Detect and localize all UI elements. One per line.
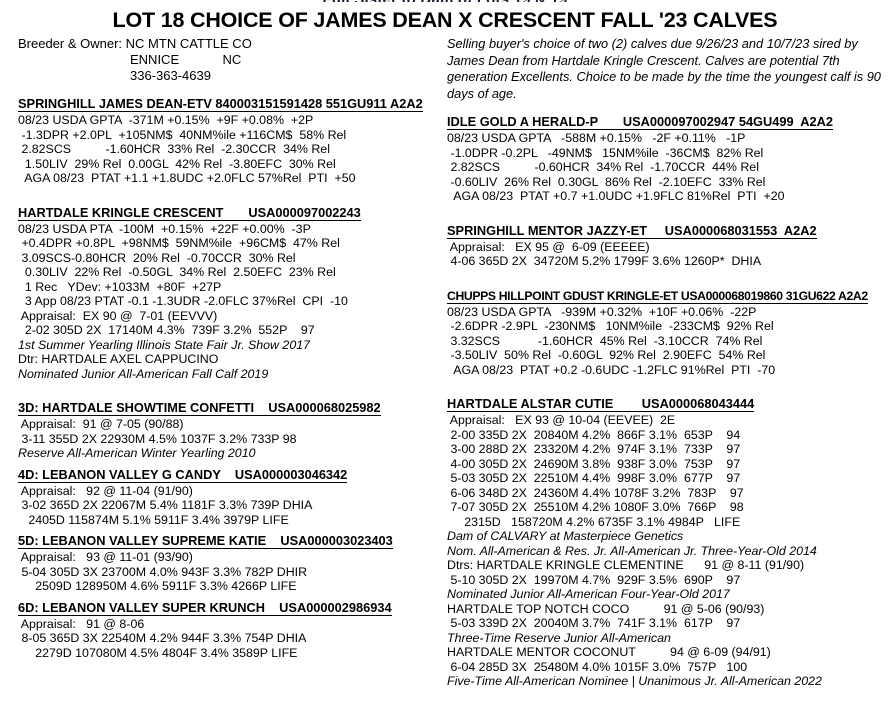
data-line: 3-00 288D 2X 23320M 4.2% 974F 3.1% 733P … <box>447 442 741 456</box>
section-spacer <box>447 204 887 224</box>
data-line: 08/23 USDA PTA -100M +0.15% +22F +0.00% … <box>18 221 311 236</box>
data-line: HARTDALE TOP NOTCH COCO 91 @ 5-06 (90/93… <box>447 601 765 616</box>
data-line: 08/23 USDA GPTA -588M +0.15% -2F +0.11% … <box>447 131 746 145</box>
lot-description: Selling buyer's choice of two (2) calves… <box>447 36 881 101</box>
pedigree-section-hartdale-alstar-cutie: HARTDALE ALSTAR CUTIE USA000068043444 Ap… <box>447 397 887 689</box>
animal-header-hartdale-showtime-confetti: 3D: HARTDALE SHOWTIME CONFETTI USA000068… <box>18 400 381 416</box>
animal-header-springhill-mentor-jazzy-et: SPRINGHILL MENTOR JAZZY-ET USA0000680315… <box>447 222 817 239</box>
data-line: +0.4DPR +0.8PL +98NM$ 59NM%ile +96CM$ 47… <box>18 236 340 250</box>
pedigree-section-lebanon-valley-supreme-katie: 5D: LEBANON VALLEY SUPREME KATIE USA0000… <box>18 534 443 594</box>
data-line: 1.50LIV 29% Rel 0.00GL 42% Rel -3.80EFC … <box>18 156 336 171</box>
pedigree-section-springhill-james-dean-etv: SPRINGHILL JAMES DEAN-ETV 84000315159142… <box>18 97 443 186</box>
data-line: Dtr: HARTDALE AXEL CAPPUCINO <box>18 352 219 366</box>
data-line: -2.6DPR -2.9PL -230NM$ 10NM%ile -233CM$ … <box>447 319 774 333</box>
data-line: Appraisal: EX 93 @ 10-04 (EEVEE) 2E <box>447 413 676 427</box>
award-note-line: Nom. All-American & Res. Jr. All-America… <box>447 543 817 558</box>
data-line: 2509D 128950M 4.6% 5911F 3.3% 4266P LIFE <box>18 579 297 593</box>
data-line: Appraisal: EX 90 @ 7-01 (EEVVV) <box>18 308 218 323</box>
award-note-line: 1st Summer Yearling Illinois State Fair … <box>18 337 311 352</box>
data-line: 3.32SCS -1.60HCR 45% Rel -3.10CCR 74% Re… <box>447 333 763 348</box>
data-line: Dtrs: HARTDALE KRINGLE CLEMENTINE 91 @ 8… <box>447 558 805 572</box>
data-line: 1 Rec YDev: +1033M +80F +27P <box>18 279 222 294</box>
page-title: LOT 18 CHOICE OF JAMES DEAN X CRESCENT F… <box>112 8 778 32</box>
pedigree-section-springhill-mentor-jazzy-et: SPRINGHILL MENTOR JAZZY-ET USA0000680315… <box>447 222 887 269</box>
section-spacer <box>18 186 443 206</box>
award-note-line: Reserve All-American Winter Yearling 201… <box>18 446 256 460</box>
section-spacer <box>18 381 443 401</box>
left-column: Breeder & Owner: NC MTN CATTLE CO ENNICE… <box>18 36 443 660</box>
section-spacer <box>447 269 887 289</box>
award-note-line: Three-Time Reserve Junior All-American <box>447 630 671 645</box>
pedigree-section-lebanon-valley-g-candy: 4D: LEBANON VALLEY G CANDY USA0000030463… <box>18 466 443 528</box>
data-line: 08/23 USDA GPTA -371M +0.15% +9F +0.08% … <box>18 113 314 127</box>
data-line: 3-11 355D 2X 22930M 4.5% 1037F 3.2% 733P… <box>18 431 297 446</box>
right-column: Selling buyer's choice of two (2) calves… <box>447 36 887 689</box>
data-line: Appraisal: 91 @ 7-05 (90/88) <box>18 417 184 431</box>
data-line: 6-04 285D 3X 25480M 4.0% 1015F 3.0% 757P… <box>447 659 748 674</box>
data-line: HARTDALE MENTOR COCONUT 94 @ 6-09 (94/91… <box>447 645 771 659</box>
data-line: 3 App 08/23 PTAT -0.1 -1.3UDR -2.0FLC 37… <box>18 294 348 308</box>
breeder-city-state: ENNICE NC <box>130 52 242 67</box>
award-note-line: Nominated Junior All-American Fall Calf … <box>18 366 269 381</box>
data-line: 2-02 305D 2X 17140M 4.3% 739F 3.2% 552P … <box>18 323 315 337</box>
animal-header-lebanon-valley-supreme-katie: 5D: LEBANON VALLEY SUPREME KATIE USA0000… <box>18 533 393 549</box>
breeder-owner-block: Breeder & Owner: NC MTN CATTLE CO ENNICE… <box>18 36 443 84</box>
animal-header-lebanon-valley-g-candy: 4D: LEBANON VALLEY G CANDY USA0000030463… <box>18 466 348 483</box>
left-pedigree-sections: SPRINGHILL JAMES DEAN-ETV 84000315159142… <box>18 97 443 660</box>
data-line: AGA 08/23 PTAT +1.1 +1.8UDC +2.0FLC 57%R… <box>18 171 356 185</box>
data-line: 2315D 158720M 4.2% 6735F 3.1% 4984P LIFE <box>447 514 741 529</box>
data-line: AGA 08/23 PTAT +0.7 +1.0UDC +1.9FLC 81%R… <box>447 189 785 203</box>
animal-header-springhill-james-dean-etv: SPRINGHILL JAMES DEAN-ETV 84000315159142… <box>18 96 423 112</box>
animal-header-idle-gold-a-herald-p: IDLE GOLD A HERALD-P USA000097002947 54G… <box>447 114 833 130</box>
breeder-phone: 336-363-4639 <box>130 68 211 83</box>
data-line: 2279D 107080M 4.5% 4804F 3.4% 3589P LIFE <box>18 645 298 660</box>
data-line: 5-03 305D 2X 22510M 4.4% 998F 3.0% 677P … <box>447 471 741 485</box>
breeder-name-line: Breeder & Owner: NC MTN CATTLE CO <box>18 36 252 51</box>
data-line: 3.09SCS-0.80HCR 20% Rel -0.70CCR 30% Rel <box>18 250 296 265</box>
data-line: Appraisal: 91 @ 8-06 <box>18 616 145 631</box>
data-line: Appraisal: 93 @ 11-01 (93/90) <box>18 550 193 564</box>
animal-header-chupps-hillpoint-gdust-kringle-et: CHUPPS HILLPOINT GDUST KRINGLE-ET USA000… <box>447 288 868 304</box>
award-note-line: Nominated Junior All-American Four-Year-… <box>447 587 730 601</box>
data-line: -1.0DPR -0.2PL -49NM$ 15NM%ile -36CM$ 82… <box>447 145 764 160</box>
pedigree-section-lebanon-valley-super-krunch: 6D: LEBANON VALLEY SUPER KRUNCH USA00000… <box>18 599 443 661</box>
data-line: 7-07 305D 2X 25510M 4.2% 1080F 3.0% 766P… <box>447 500 744 514</box>
data-line: 2-00 335D 2X 20840M 4.2% 866F 3.1% 653P … <box>447 427 741 442</box>
animal-header-hartdale-alstar-cutie: HARTDALE ALSTAR CUTIE USA000068043444 <box>447 396 755 412</box>
data-line: 8-05 365D 3X 22540M 4.2% 944F 3.3% 754P … <box>18 631 307 645</box>
data-line: 5-10 305D 2X 19970M 4.7% 929F 3.5% 690P … <box>447 572 741 587</box>
section-spacer <box>447 377 887 397</box>
data-line: -3.50LIV 50% Rel -0.60GL 92% Rel 2.90EFC… <box>447 348 766 362</box>
data-line: 0.30LIV 22% Rel -0.50GL 34% Rel 2.50EFC … <box>18 265 336 279</box>
data-line: -0.60LIV 26% Rel 0.30GL 86% Rel -2.10EFC… <box>447 174 766 189</box>
data-line: 5-03 339D 2X 20040M 3.7% 741F 3.1% 617P … <box>447 616 741 630</box>
data-line: AGA 08/23 PTAT +0.2 -0.6UDC -1.2FLC 91%R… <box>447 362 776 377</box>
award-note-line: Dam of CALVARY at Masterpiece Genetics <box>447 529 684 543</box>
award-note-line: Five-Time All-American Nominee | Unanimo… <box>447 674 822 688</box>
pedigree-section-idle-gold-a-herald-p: IDLE GOLD A HERALD-P USA000097002947 54G… <box>447 115 887 204</box>
data-line: 2.82SCS -0.60HCR 34% Rel -1.70CCR 44% Re… <box>447 160 759 174</box>
data-line: Appraisal: EX 95 @ 6-09 (EEEEE) <box>447 239 650 254</box>
data-line: 6-06 348D 2X 24360M 4.4% 1078F 3.2% 783P… <box>447 485 744 500</box>
animal-header-hartdale-kringle-crescent: HARTDALE KRINGLE CRESCENT USA00009700224… <box>18 204 361 221</box>
data-line: 3-02 365D 2X 22067M 5.4% 1181F 3.3% 739P… <box>18 498 313 512</box>
data-line: 2.82SCS -1.60HCR 33% Rel -2.30CCR 34% Re… <box>18 142 330 156</box>
pedigree-section-hartdale-kringle-crescent: HARTDALE KRINGLE CRESCENT USA00009700224… <box>18 204 443 382</box>
data-line: Appraisal: 92 @ 11-04 (91/90) <box>18 483 193 498</box>
data-line: 2405D 115874M 5.1% 5911F 3.4% 3979P LIFE <box>18 512 289 527</box>
data-line: 4-06 365D 2X 34720M 5.2% 1799F 3.6% 1260… <box>447 254 762 268</box>
top-banner-clipped: Full Sister to Dam of Lots 19 & 19 <box>0 0 890 2</box>
data-line: 4-00 305D 2X 24690M 3.8% 938F 3.0% 753P … <box>447 456 741 471</box>
right-pedigree-sections: IDLE GOLD A HERALD-P USA000097002947 54G… <box>447 115 887 689</box>
pedigree-section-chupps-hillpoint-gdust-kringle-et: CHUPPS HILLPOINT GDUST KRINGLE-ET USA000… <box>447 289 887 378</box>
data-line: -1.3DPR +2.0PL +105NM$ 40NM%ile +116CM$ … <box>18 127 347 142</box>
pedigree-section-hartdale-showtime-confetti: 3D: HARTDALE SHOWTIME CONFETTI USA000068… <box>18 401 443 461</box>
data-line: 08/23 USDA GPTA -939M +0.32% +10F +0.06%… <box>447 304 757 319</box>
animal-header-lebanon-valley-super-krunch: 6D: LEBANON VALLEY SUPER KRUNCH USA00000… <box>18 599 392 616</box>
data-line: 5-04 305D 3X 23700M 4.0% 943F 3.3% 782P … <box>18 564 308 579</box>
